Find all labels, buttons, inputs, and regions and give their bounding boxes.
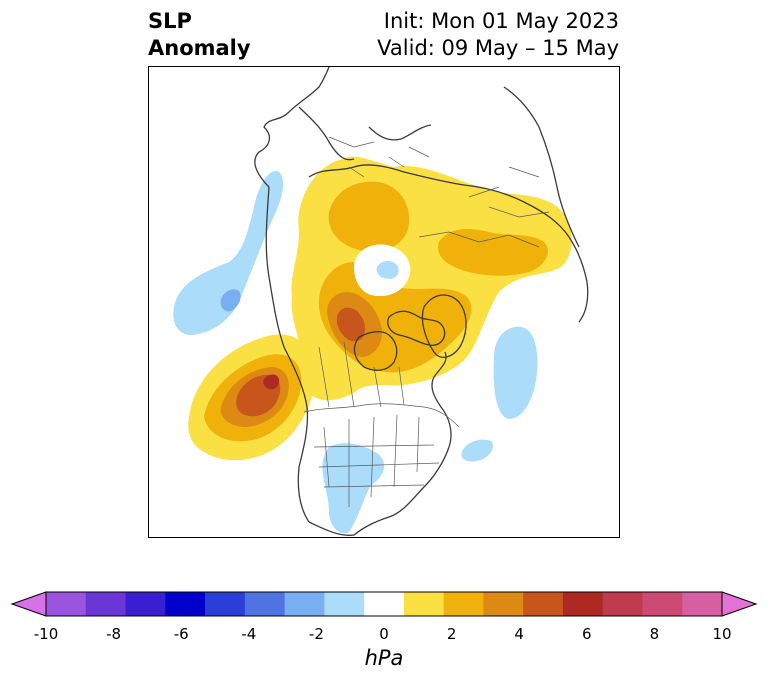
map-panel[interactable]: [148, 66, 620, 538]
colorbar-tick-label: 4: [514, 625, 524, 643]
colorbar-segment: [324, 592, 365, 616]
anomaly-orange-siberia: [438, 229, 549, 276]
colorbar-tick-label: -8: [106, 625, 122, 643]
colorbar-segment: [244, 592, 286, 616]
anomaly-us-low: [322, 443, 385, 534]
coastline-us-east: [431, 351, 452, 448]
anomaly-shading: [173, 156, 572, 534]
colorbar-segment: [443, 592, 484, 616]
title-line-2: Anomaly: [148, 36, 251, 60]
colorbar-segment: [602, 592, 643, 616]
anomaly-pole-low: [376, 261, 399, 279]
coastline-kamchatka: [568, 236, 589, 323]
colorbar-tick-label: 10: [712, 625, 732, 643]
colorbar-segment: [125, 592, 166, 616]
border-canada-provinces: [318, 341, 405, 408]
anomaly-north-pacific-low: [173, 171, 284, 335]
coastline-arctic-islands: [387, 310, 446, 346]
colorbar-tick-label: 6: [582, 625, 592, 643]
border-europe: [328, 136, 430, 178]
map-svg: [173, 67, 589, 536]
colorbar-segment: [562, 592, 604, 616]
border-russia: [418, 231, 540, 248]
colorbar-outline: [45, 591, 723, 617]
chart-title: SLP Anomaly: [148, 8, 251, 62]
valid-range: Valid: 09 May – 15 May: [377, 36, 619, 60]
anomaly-red-orange-canada: [336, 307, 365, 342]
colorbar-extend-min: [10, 591, 47, 617]
coastline-asia-east: [503, 86, 580, 248]
title-line-1: SLP: [148, 9, 192, 33]
colorbar-tick-label: 2: [446, 625, 457, 643]
border-us-states-a: [323, 414, 420, 507]
coastline-europe: [298, 106, 432, 161]
colorbar-segment: [523, 592, 564, 616]
colorbar-segment: [364, 592, 405, 616]
init-date: Init: Mon 01 May 2023: [383, 9, 619, 33]
colorbar-tick-label: -10: [33, 625, 59, 643]
colorbar: [10, 591, 758, 617]
anomaly-red-pacific: [263, 374, 280, 390]
colorbar-extend-max: [721, 591, 758, 617]
anomaly-atlantic-small-low: [461, 439, 494, 462]
colorbar-segment: [165, 592, 206, 616]
anomaly-north-pacific-low-core: [220, 289, 241, 312]
coastline-canada-west: [265, 186, 310, 523]
colorbar-segment: [483, 592, 524, 616]
anomaly-north-atlantic-low: [493, 326, 538, 419]
forecast-dates: Init: Mon 01 May 2023 Valid: 09 May – 15…: [377, 8, 619, 62]
colorbar-unit: hPa: [364, 646, 404, 670]
border-us-canada: [303, 403, 460, 428]
coastline-greenland: [421, 294, 467, 358]
colorbar-tick-label: 0: [379, 625, 389, 643]
colorbar-segment: [46, 592, 87, 616]
anomaly-orange-eurasia: [328, 181, 410, 252]
colorbar-tick-label: -6: [173, 625, 189, 643]
border-asia: [468, 166, 550, 218]
border-us-states-b: [313, 444, 440, 488]
political-borders: [303, 136, 550, 507]
colorbar-tick-label: -2: [308, 625, 324, 643]
colorbar-tick-label: -4: [241, 625, 257, 643]
colorbar-tick-label: 8: [649, 625, 660, 643]
coastline-hudson-bay: [353, 331, 398, 371]
colorbar-segment: [284, 592, 325, 616]
colorbar-segment: [205, 592, 246, 616]
colorbar-segment: [85, 592, 127, 616]
coastline-us-south: [308, 446, 450, 536]
coastline-alaska-pacific: [254, 67, 330, 188]
colorbar-segment: [642, 592, 683, 616]
colorbar-segment: [682, 592, 723, 616]
colorbar-segment: [403, 592, 445, 616]
